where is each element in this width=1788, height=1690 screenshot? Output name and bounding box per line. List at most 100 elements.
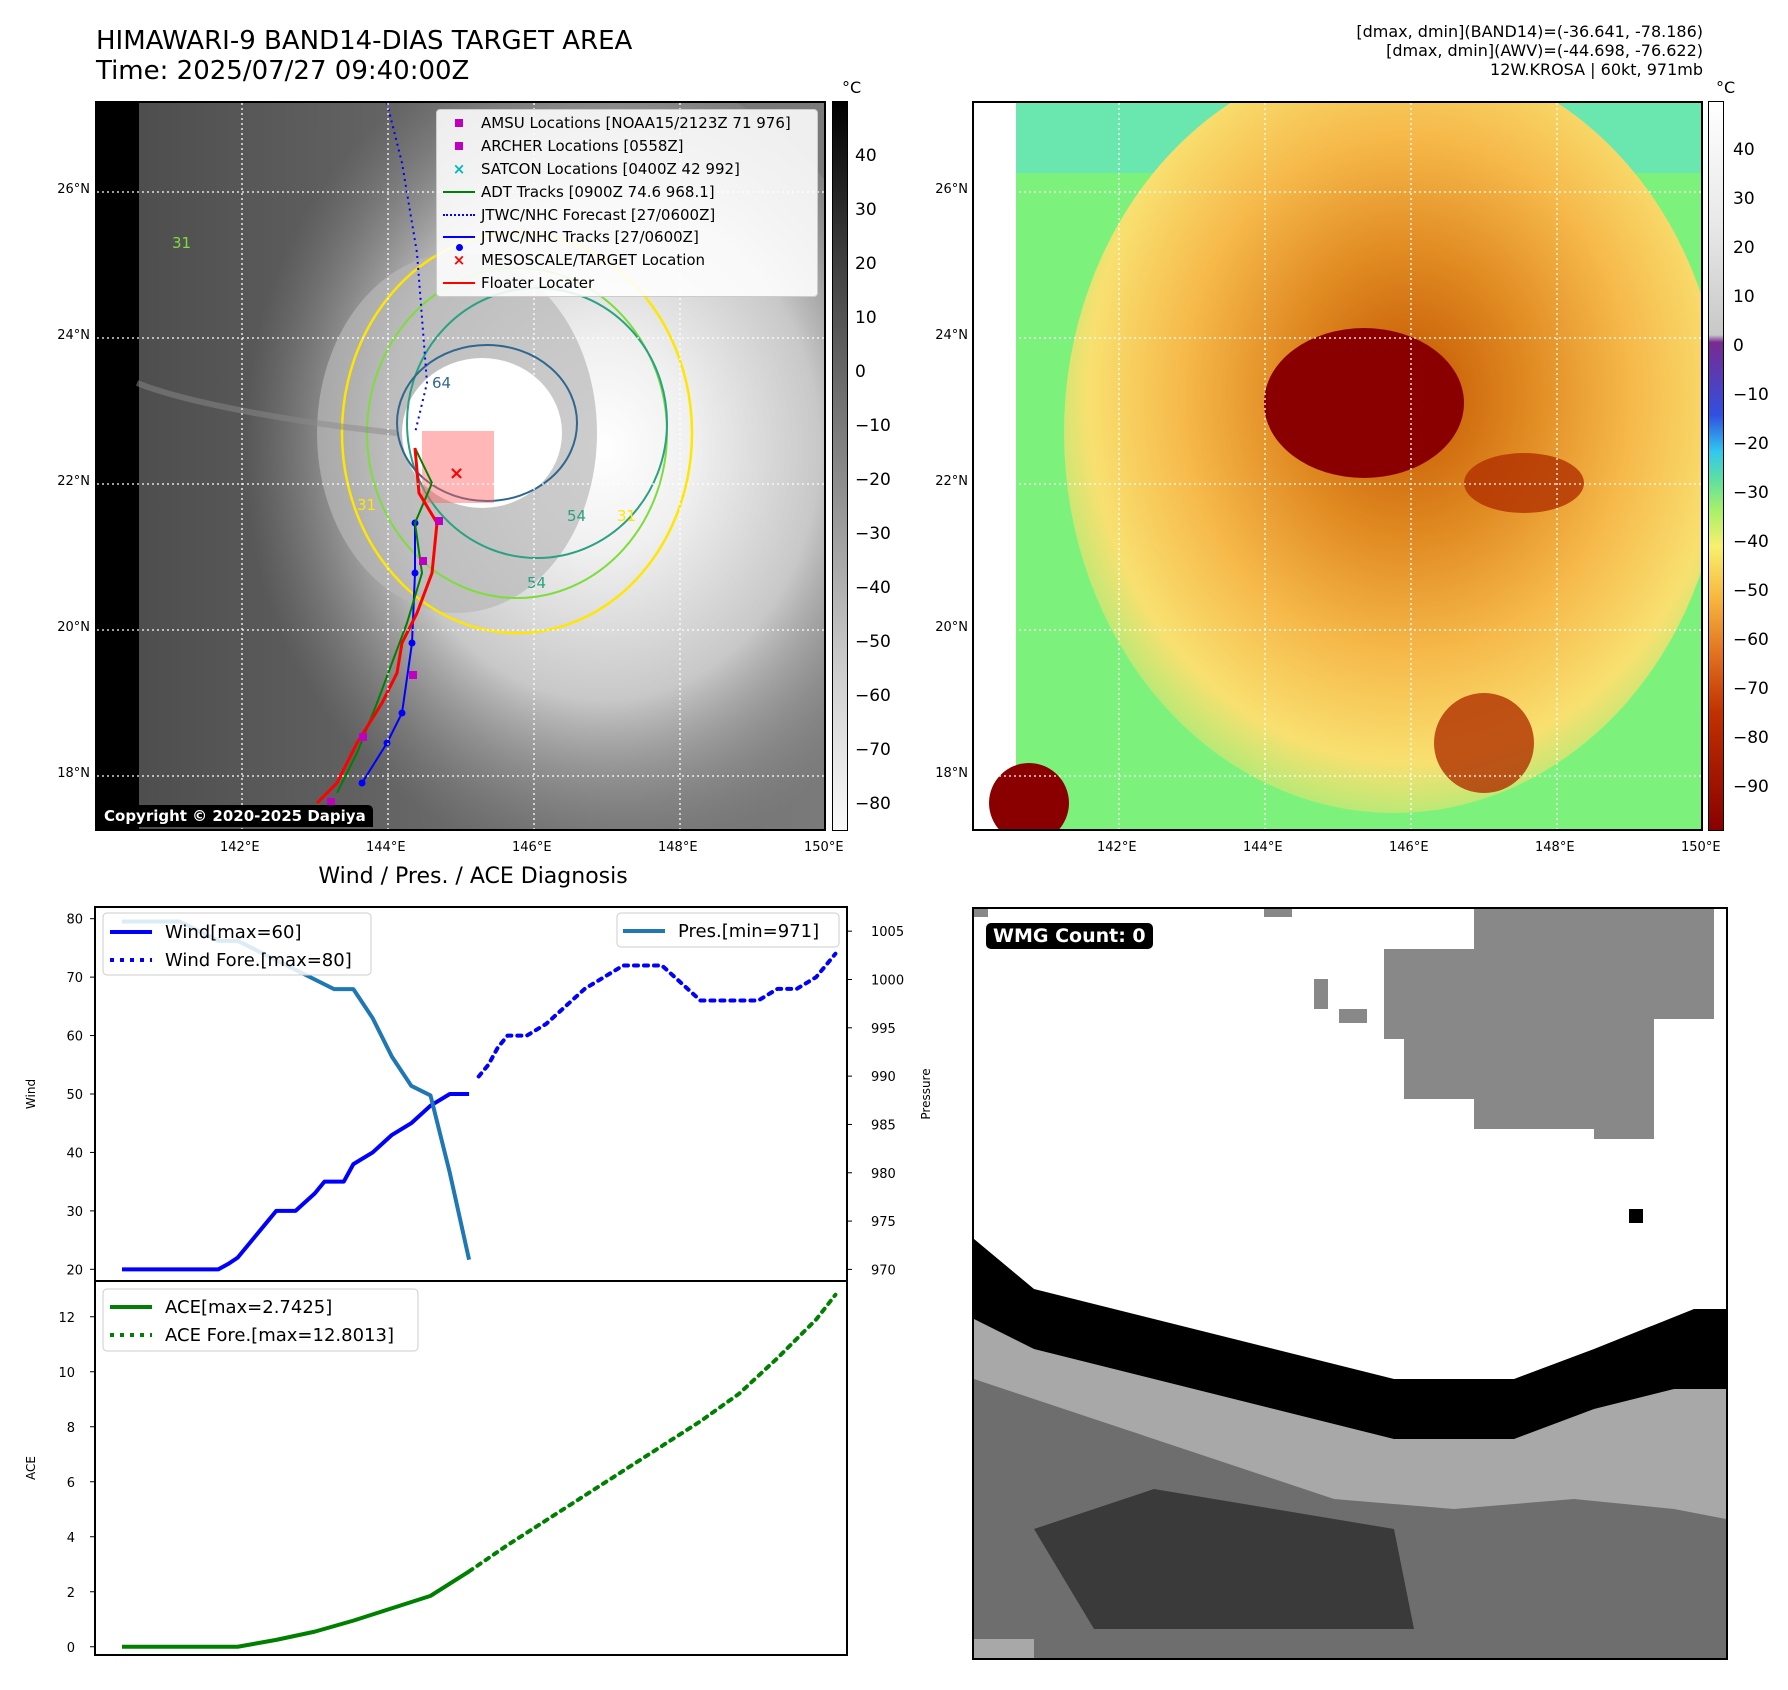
legend-line-dot-icon xyxy=(437,236,481,252)
cb-tick: −10 xyxy=(855,416,891,436)
wmg-black-pixel xyxy=(1629,1209,1643,1223)
y2-tick-label: 1000 xyxy=(871,973,904,988)
amsu-marker xyxy=(359,733,367,741)
lon-label: 142°E xyxy=(1097,840,1137,855)
lat-label: 18°N xyxy=(935,766,968,781)
pressure-legend-box xyxy=(616,912,840,948)
archer-marker xyxy=(419,557,427,565)
lon-label: 144°E xyxy=(366,840,406,855)
legend-x-icon: × xyxy=(452,159,466,178)
legend-item-satcon: × SATCON Locations [0400Z 42 992] xyxy=(437,158,817,181)
cb-tick: −40 xyxy=(1733,532,1769,552)
copyright-badge: Copyright © 2020-2025 Dapiya xyxy=(97,805,373,827)
wmg-gray-blob xyxy=(1384,909,1714,1139)
ir-map-panel: 31 31 64 54 31 54 × xyxy=(95,101,826,831)
y-tick-label: 2 xyxy=(67,1586,75,1601)
wmg-gray-chip xyxy=(974,909,988,917)
y-tick-label: 40 xyxy=(66,1146,83,1161)
y2-axis-label: Pressure xyxy=(919,1068,933,1119)
cb-tick: 10 xyxy=(1733,287,1755,307)
ir-lat-labels: 26°N 24°N 22°N 20°N 18°N xyxy=(40,0,90,781)
legend-label: Pres.[min=971] xyxy=(678,921,819,942)
lat-label: 22°N xyxy=(57,474,90,489)
cb-tick: 40 xyxy=(855,146,877,166)
cb-tick: −30 xyxy=(1733,483,1769,503)
y-tick-label: 50 xyxy=(66,1088,83,1103)
y-axis-label: ACE xyxy=(24,1456,38,1480)
legend-label: ACE Fore.[max=12.8013] xyxy=(165,1325,394,1346)
legend-label: Wind Fore.[max=80] xyxy=(165,950,352,971)
contour-label-5: 31 xyxy=(617,507,636,525)
diag-title: Wind / Pres. / ACE Diagnosis xyxy=(318,864,628,889)
cb-tick: −70 xyxy=(855,740,891,760)
legend-item-adt: ADT Tracks [0900Z 74.6 968.1] xyxy=(437,180,817,203)
contour-64 xyxy=(396,344,578,502)
wind-legend-box xyxy=(102,912,372,976)
colorbar-left xyxy=(832,101,848,831)
cb-tick: 30 xyxy=(855,200,877,220)
lat-label: 24°N xyxy=(57,328,90,343)
wmg-gray-chip xyxy=(1339,1009,1367,1023)
wmg-count-badge: WMG Count: 0 xyxy=(986,923,1153,949)
amsu-marker xyxy=(435,517,443,525)
lat-label: 22°N xyxy=(935,474,968,489)
y-tick-label: 8 xyxy=(67,1421,75,1436)
y-tick-label: 30 xyxy=(66,1205,83,1220)
cb-tick: −50 xyxy=(1733,581,1769,601)
y2-tick-label: 990 xyxy=(871,1070,896,1085)
floater-track xyxy=(315,447,439,805)
lat-label: 26°N xyxy=(57,182,90,197)
awv-lon-labels: 142°E 144°E 146°E 148°E 150°E xyxy=(0,840,1788,860)
awv-map-panel xyxy=(972,101,1703,831)
legend-item-jtwc-forecast: JTWC/NHC Forecast [27/0600Z] xyxy=(437,203,817,226)
info-storm: 12W.KROSA | 60kt, 971mb xyxy=(1490,60,1703,79)
jtwc-track xyxy=(361,523,416,784)
cb-tick: −80 xyxy=(855,794,891,814)
amsu-marker xyxy=(327,798,335,806)
awv-dark-patch xyxy=(1434,693,1534,793)
contour-label-6: 54 xyxy=(527,574,546,592)
cb-tick: −20 xyxy=(1733,434,1769,454)
awv-dark-corner xyxy=(989,763,1069,829)
wmg-gray-chip xyxy=(1264,909,1292,917)
legend-line-icon xyxy=(437,190,481,193)
wmg-gray-chip xyxy=(1314,979,1328,1009)
series-line xyxy=(121,1569,471,1649)
jtwc-track-point xyxy=(398,709,406,717)
y-tick-label: 4 xyxy=(67,1531,75,1546)
legend-label: ACE[max=2.7425] xyxy=(165,1297,332,1318)
amsu-marker xyxy=(409,671,417,679)
lat-label: 20°N xyxy=(935,620,968,635)
y-tick-label: 70 xyxy=(66,971,83,986)
lat-label: 18°N xyxy=(57,766,90,781)
cloud-band xyxy=(135,380,398,436)
contour-label-1: 31 xyxy=(172,234,191,252)
awv-gridlines xyxy=(974,103,1701,829)
legend-x-icon: × xyxy=(452,251,466,270)
legend-label: Wind[max=60] xyxy=(165,922,302,943)
cb-tick: −70 xyxy=(1733,679,1769,699)
cb-tick: −60 xyxy=(855,686,891,706)
cb-tick: 0 xyxy=(855,362,866,382)
cb-tick: 10 xyxy=(855,308,877,328)
info-awv: [dmax, dmin](AWV)=(-44.698, -76.622) xyxy=(1386,41,1703,60)
lat-label: 24°N xyxy=(935,328,968,343)
cb-tick: 40 xyxy=(1733,140,1755,160)
contour-label-3: 64 xyxy=(432,374,451,392)
cb-tick: −40 xyxy=(855,578,891,598)
info-band14: [dmax, dmin](BAND14)=(-36.641, -78.186) xyxy=(1356,22,1703,41)
colorbar-left-unit: °C xyxy=(842,78,862,97)
legend-item-archer: ARCHER Locations [0558Z] xyxy=(437,135,817,158)
cb-tick: −30 xyxy=(855,524,891,544)
colorbar-right xyxy=(1708,101,1724,831)
y-tick-label: 20 xyxy=(66,1263,83,1278)
chart-title: HIMAWARI-9 BAND14-DIAS TARGET AREA xyxy=(96,26,633,56)
lon-label: 150°E xyxy=(804,840,844,855)
cb-tick: 20 xyxy=(1733,238,1755,258)
awv-core xyxy=(1264,328,1464,478)
y2-tick-label: 995 xyxy=(871,1022,896,1037)
colorbar-right-unit: °C xyxy=(1716,78,1736,97)
lon-label: 146°E xyxy=(1389,840,1429,855)
lat-label: 20°N xyxy=(57,620,90,635)
y-tick-label: 12 xyxy=(58,1311,75,1326)
